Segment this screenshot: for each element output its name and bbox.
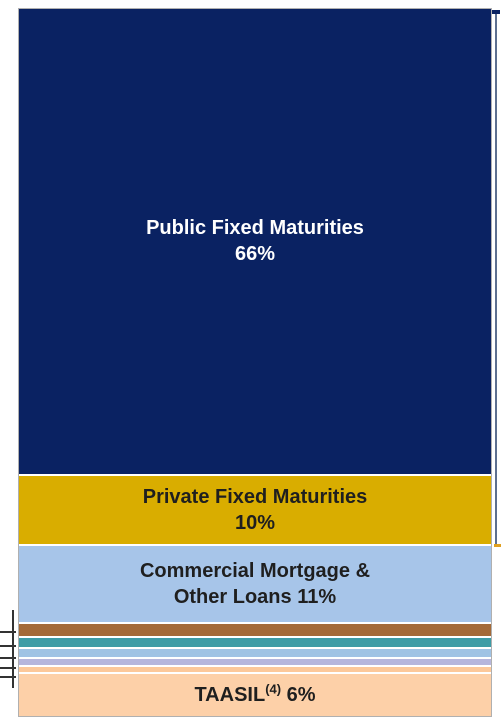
left-bracket — [0, 610, 14, 688]
segment-label: Commercial Mortgage & Other Loans 11% — [124, 558, 386, 610]
category-name: Commercial Mortgage & Other Loans — [139, 560, 371, 609]
value-label: 11% — [297, 586, 337, 609]
segment: Public Fixed Maturities 66% — [19, 9, 491, 476]
category-name: Private Fixed Maturities — [142, 485, 368, 508]
footnote: (4) — [265, 681, 282, 697]
value-label: 10% — [234, 511, 276, 534]
left-leader — [0, 667, 16, 669]
left-leader — [0, 645, 16, 647]
left-leader — [0, 676, 16, 678]
stacked-bar: Public Fixed Maturities 66% Private Fixed… — [18, 8, 492, 717]
category-name: Public Fixed Maturities — [146, 217, 364, 240]
segment: Private Fixed Maturities 10% — [19, 475, 491, 547]
segment — [19, 666, 491, 674]
segment: TAASIL(4) 6% — [19, 673, 491, 716]
segment-label: Private Fixed Maturities 10% — [143, 484, 368, 536]
segment-label: Public Fixed Maturities 66% — [146, 215, 364, 267]
segment — [19, 638, 491, 649]
right-tick-top — [490, 10, 500, 14]
right-rule — [495, 10, 497, 547]
right-tick-orange — [494, 544, 501, 547]
segment: Commercial Mortgage & Other Loans 11% — [19, 546, 491, 625]
value-label: 66% — [234, 243, 275, 266]
segment-label: TAASIL(4) 6% — [194, 682, 315, 708]
value-label: 6% — [286, 683, 316, 706]
segment — [19, 648, 491, 660]
segment — [19, 659, 491, 667]
left-leader — [0, 631, 16, 633]
left-leader — [0, 657, 16, 659]
segment — [19, 624, 491, 639]
category-name: TAASIL — [194, 683, 266, 706]
